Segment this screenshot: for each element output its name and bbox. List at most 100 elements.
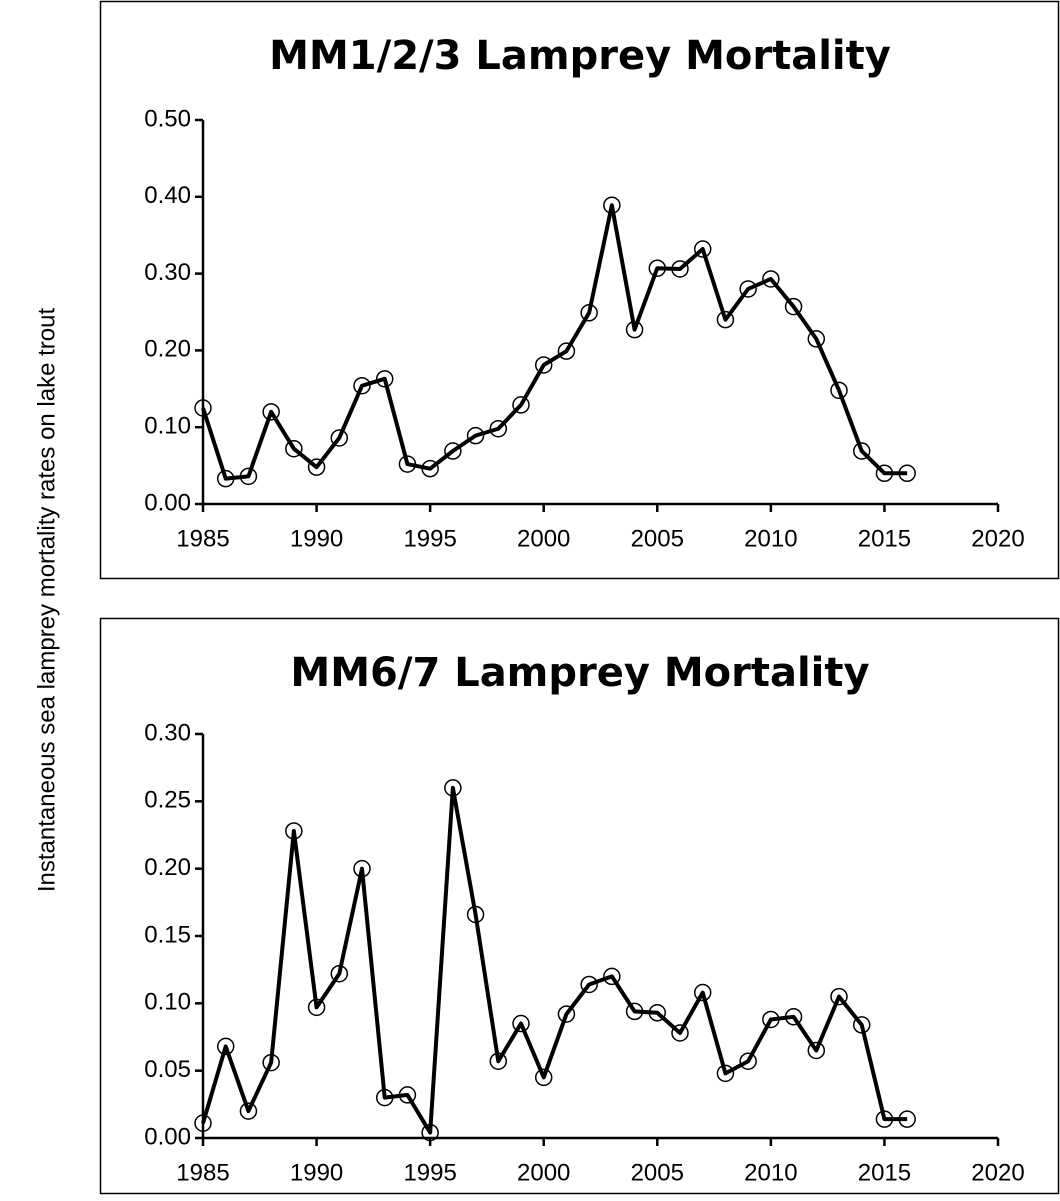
point-marker bbox=[466, 905, 485, 924]
point-marker bbox=[625, 320, 644, 339]
point-marker bbox=[262, 403, 280, 421]
point-marker bbox=[762, 270, 780, 288]
y-axis-label: Instantaneous sea lamprey mortality rate… bbox=[33, 308, 60, 893]
chart-frame bbox=[99, 0, 1060, 580]
point-marker bbox=[216, 1037, 235, 1056]
y-tick-label: 0.00 bbox=[144, 1123, 191, 1150]
point-marker bbox=[262, 1053, 280, 1072]
x-tick-label: 2005 bbox=[631, 525, 684, 552]
point-marker bbox=[239, 1102, 258, 1120]
point-marker bbox=[739, 1052, 757, 1070]
x-tick-label: 2020 bbox=[971, 525, 1024, 552]
point-marker bbox=[421, 1123, 439, 1142]
x-tick-label: 1990 bbox=[290, 525, 343, 552]
point-marker bbox=[830, 381, 848, 400]
x-tick-label: 1995 bbox=[403, 1159, 456, 1186]
point-marker bbox=[648, 1004, 667, 1022]
point-marker bbox=[466, 426, 485, 445]
point-marker bbox=[852, 442, 871, 460]
point-marker bbox=[852, 1016, 871, 1034]
point-marker bbox=[648, 259, 667, 277]
point-marker bbox=[580, 304, 598, 322]
y-tick-label: 0.10 bbox=[144, 413, 191, 440]
y-tick-label: 0.15 bbox=[144, 921, 191, 948]
x-tick-label: 1990 bbox=[290, 1159, 343, 1186]
x-tick-label: 2000 bbox=[517, 525, 570, 552]
point-marker bbox=[489, 419, 508, 438]
series-line bbox=[201, 785, 908, 1135]
point-marker bbox=[603, 967, 621, 986]
point-marker bbox=[239, 467, 258, 486]
x-tick-label: 2020 bbox=[971, 1159, 1024, 1186]
x-tick-label: 2000 bbox=[517, 1159, 570, 1186]
point-marker bbox=[898, 1110, 916, 1128]
point-marker bbox=[216, 469, 235, 488]
x-tick-label: 2010 bbox=[744, 525, 797, 552]
y-tick-label: 0.30 bbox=[144, 259, 191, 286]
x-tick-label: 2010 bbox=[744, 1159, 797, 1186]
point-marker bbox=[603, 196, 621, 214]
x-tick-label: 2005 bbox=[631, 1159, 684, 1186]
point-marker bbox=[580, 975, 598, 994]
point-marker bbox=[285, 439, 303, 458]
point-marker bbox=[353, 859, 371, 878]
y-tick-label: 0.25 bbox=[144, 787, 191, 814]
point-marker bbox=[375, 370, 394, 388]
point-marker bbox=[875, 1110, 894, 1128]
point-marker bbox=[693, 983, 712, 1002]
point-marker bbox=[716, 310, 735, 329]
point-marker bbox=[534, 1068, 553, 1087]
y-tick-label: 0.40 bbox=[144, 182, 191, 209]
point-marker bbox=[444, 442, 462, 460]
point-marker bbox=[307, 458, 326, 476]
point-marker bbox=[307, 998, 326, 1017]
point-marker bbox=[489, 1052, 508, 1070]
x-tick-label: 1995 bbox=[403, 525, 456, 552]
x-tick-label: 2015 bbox=[858, 525, 911, 552]
point-marker bbox=[671, 260, 689, 278]
chart-title: MM6/7 Lamprey Mortality bbox=[290, 650, 869, 696]
point-marker bbox=[762, 1010, 780, 1029]
chart-title: MM1/2/3 Lamprey Mortality bbox=[269, 33, 891, 79]
y-tick-label: 0.05 bbox=[144, 1056, 191, 1083]
point-marker bbox=[671, 1024, 689, 1042]
point-marker bbox=[875, 464, 894, 483]
y-tick-label: 0.30 bbox=[144, 719, 191, 746]
y-tick-label: 0.50 bbox=[144, 105, 191, 132]
y-tick-label: 0.20 bbox=[144, 854, 191, 881]
point-marker bbox=[557, 342, 576, 360]
point-marker bbox=[194, 399, 212, 417]
point-marker bbox=[330, 964, 349, 983]
series-line bbox=[201, 203, 908, 481]
point-marker bbox=[194, 1114, 212, 1132]
point-marker bbox=[739, 280, 757, 298]
y-tick-label: 0.00 bbox=[144, 489, 191, 516]
point-marker bbox=[830, 987, 848, 1006]
chart-frame bbox=[99, 617, 1060, 1195]
point-marker bbox=[512, 1014, 530, 1033]
point-marker bbox=[512, 396, 530, 414]
x-tick-label: 1985 bbox=[176, 1159, 229, 1186]
point-marker bbox=[784, 297, 803, 316]
point-marker bbox=[898, 464, 916, 483]
point-marker bbox=[784, 1008, 803, 1026]
point-marker bbox=[625, 1002, 644, 1021]
point-marker bbox=[534, 356, 553, 374]
point-marker bbox=[353, 376, 371, 395]
point-marker bbox=[330, 429, 349, 447]
point-marker bbox=[285, 822, 303, 840]
point-marker bbox=[807, 1041, 826, 1060]
point-marker bbox=[398, 1086, 417, 1104]
point-marker bbox=[375, 1088, 394, 1107]
point-marker bbox=[807, 330, 826, 348]
y-tick-label: 0.20 bbox=[144, 336, 191, 363]
point-marker bbox=[693, 240, 712, 258]
point-marker bbox=[716, 1064, 735, 1083]
point-marker bbox=[557, 1005, 576, 1023]
point-marker bbox=[421, 459, 439, 478]
point-marker bbox=[444, 779, 462, 797]
x-tick-label: 2015 bbox=[858, 1159, 911, 1186]
y-tick-label: 0.10 bbox=[144, 989, 191, 1016]
